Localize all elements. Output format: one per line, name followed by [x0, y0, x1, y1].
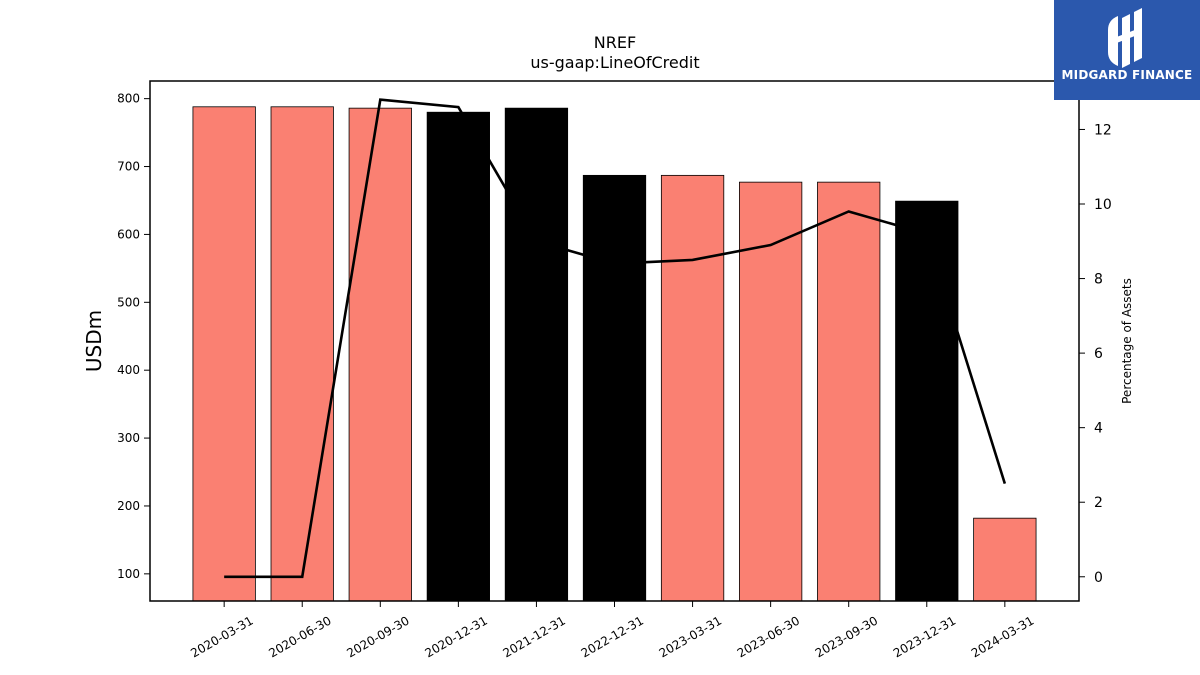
- x-tick-label: 2023-06-30: [735, 613, 802, 660]
- bar-2023-12-31: [895, 200, 959, 602]
- x-tick-label: 2020-03-31: [188, 613, 255, 660]
- y-tick-label: 200: [117, 499, 140, 513]
- x-tick-label: 2020-12-31: [422, 613, 489, 660]
- y2-tick-label: 10: [1094, 197, 1112, 213]
- y-axis-right-label: Percentage of Assets: [1120, 278, 1134, 404]
- y2-tick-label: 12: [1094, 122, 1112, 138]
- chart-subtitle: us-gaap:LineOfCredit: [530, 53, 699, 72]
- x-axis: 2020-03-31 2020-06-30 2020-09-30 2020-12-31…: [188, 601, 1036, 660]
- x-tick-label: 2020-06-30: [266, 613, 333, 660]
- midgard-finance-logo: MIDGARD FINANCE: [1054, 0, 1200, 100]
- line-group: [224, 98, 1007, 579]
- y-tick-label: 500: [117, 295, 140, 309]
- y-tick-label: 100: [117, 567, 140, 581]
- y2-tick-label: 0: [1094, 570, 1103, 586]
- x-tick-label: 2024-03-31: [969, 613, 1036, 660]
- y-tick-label: 400: [117, 363, 140, 377]
- y-tick-label: 700: [117, 160, 140, 174]
- bar-2023-06-30: [739, 181, 803, 602]
- y-tick-label: 600: [117, 227, 140, 241]
- y-axis-left: 100 200 300 400 500 600 700 800: [117, 92, 150, 581]
- y-axis-left-label: USDm: [82, 310, 106, 372]
- bar-2023-09-30: [817, 181, 881, 602]
- y2-tick-label: 6: [1094, 346, 1103, 362]
- x-tick-label: 2020-09-30: [344, 613, 411, 660]
- y-axis-right: 0 2 4 6 8 10 12: [1079, 122, 1112, 586]
- bar-2020-12-31: [426, 111, 490, 602]
- y-tick-label: 300: [117, 431, 140, 445]
- bar-2020-06-30: [270, 106, 334, 602]
- bar-2022-12-31: [582, 174, 647, 602]
- chart-title: NREF: [594, 33, 636, 52]
- logo-mark-icon: [1108, 8, 1142, 68]
- percentage-line: [224, 98, 1007, 579]
- x-tick-label: 2023-12-31: [891, 613, 958, 660]
- bar-2020-03-31: [192, 106, 256, 602]
- bars-group: [192, 106, 1037, 602]
- y2-tick-label: 8: [1094, 272, 1103, 288]
- bar-2023-03-31: [660, 174, 725, 602]
- x-tick-label: 2023-03-31: [657, 613, 724, 660]
- logo-text: MIDGARD FINANCE: [1061, 68, 1193, 82]
- x-tick-label: 2022-12-31: [579, 613, 646, 660]
- x-tick-label: 2021-12-31: [501, 613, 568, 660]
- y-tick-label: 800: [117, 92, 140, 106]
- bar-2020-09-30: [348, 107, 412, 602]
- y2-tick-label: 2: [1094, 495, 1103, 511]
- x-tick-label: 2023-09-30: [813, 613, 880, 660]
- bar-2024-03-31: [973, 517, 1037, 602]
- bar-2021-12-31: [504, 107, 569, 602]
- y2-tick-label: 4: [1094, 421, 1103, 437]
